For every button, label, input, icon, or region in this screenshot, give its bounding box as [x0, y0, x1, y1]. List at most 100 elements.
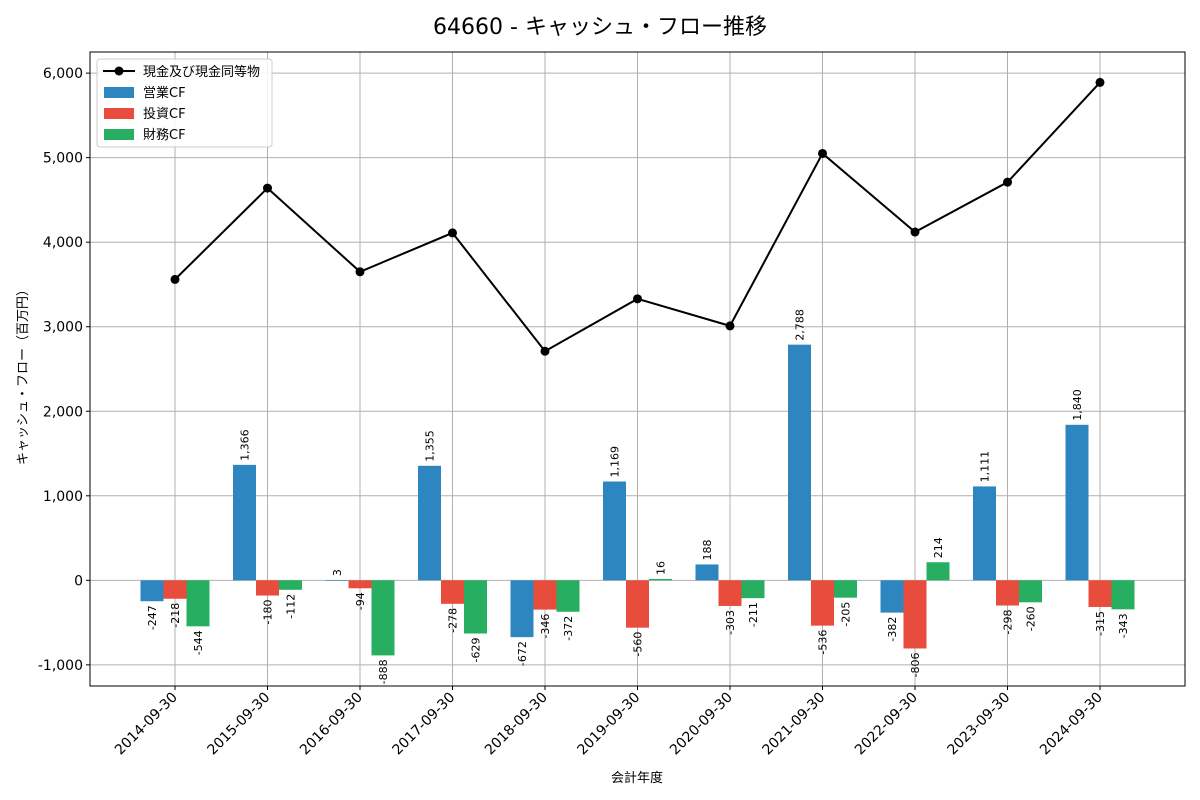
line-point: [725, 321, 735, 331]
data-label: 188: [701, 539, 714, 560]
data-label: 3: [331, 569, 344, 576]
bar-営業CF: [788, 344, 811, 581]
line-point: [540, 346, 550, 356]
bar-投資CF: [533, 580, 557, 610]
line-point: [448, 228, 457, 238]
bar-営業CF: [233, 464, 256, 581]
bar-営業CF: [973, 486, 996, 581]
legend-swatch-marker: [114, 66, 124, 76]
line-point: [818, 148, 827, 158]
y-tick-label: 6,000: [43, 66, 83, 82]
x-tick-label: 2019-09-30: [574, 690, 643, 759]
bar-投資CF: [718, 580, 742, 606]
legend-swatch-財務CF: [104, 129, 134, 140]
data-label: 1,169: [609, 446, 622, 478]
y-tick-label: 1,000: [43, 489, 83, 505]
data-label: -260: [1025, 606, 1038, 631]
bar-投資CF: [348, 580, 372, 589]
bar-財務CF: [649, 578, 672, 581]
bar-営業CF: [695, 564, 719, 581]
legend-swatch-営業CF: [104, 87, 134, 98]
data-label: -672: [516, 641, 529, 666]
labels-layer: -247 1,366 3 1,355 -672 1,169 188 2,788 -382 1,11…: [146, 309, 1130, 684]
bar-営業CF: [880, 580, 904, 613]
bar-財務CF: [834, 580, 857, 598]
line-point: [1003, 177, 1012, 187]
y-tick-label: 0: [74, 573, 83, 589]
bar-投資CF: [626, 580, 649, 628]
bar-財務CF: [186, 580, 210, 627]
x-tick-label: 2023-09-30: [944, 690, 1013, 759]
data-label: -218: [169, 603, 182, 628]
bar-財務CF: [279, 580, 302, 590]
data-label: -544: [192, 630, 205, 655]
data-label: -94: [354, 592, 367, 610]
bar-投資CF: [256, 580, 279, 596]
data-label: 1,366: [239, 429, 252, 461]
data-label: -560: [632, 632, 645, 657]
line-point: [910, 227, 920, 237]
bar-営業CF: [140, 580, 164, 602]
data-label: -536: [817, 630, 830, 655]
x-tick-label: 2014-09-30: [112, 690, 181, 759]
data-label: -112: [285, 594, 298, 619]
line-point: [263, 183, 272, 193]
x-axis-label: 会計年度: [611, 770, 663, 786]
y-axis-label: キャッシュ・フロー（百万円）: [16, 283, 31, 465]
data-label: -247: [146, 605, 159, 630]
bar-営業CF: [325, 580, 349, 581]
bar-投資CF: [441, 580, 464, 604]
data-label: -372: [562, 616, 575, 641]
data-label: -205: [840, 602, 853, 627]
data-label: -303: [724, 610, 737, 635]
line-point: [633, 294, 642, 304]
bar-財務CF: [926, 562, 950, 581]
data-label: -346: [539, 614, 552, 639]
data-label: -211: [747, 602, 760, 627]
x-tick-label: 2018-09-30: [482, 690, 551, 759]
bar-財務CF: [1111, 580, 1135, 610]
x-tick-label: 2017-09-30: [389, 690, 458, 759]
line-point: [355, 267, 365, 277]
bar-営業CF: [1065, 424, 1089, 581]
data-label: 1,840: [1071, 389, 1084, 421]
bar-財務CF: [741, 580, 765, 599]
y-tick-label: 5,000: [43, 151, 83, 167]
bar-投資CF: [996, 580, 1019, 606]
x-tick-label: 2021-09-30: [759, 690, 828, 759]
legend-box: [96, 58, 273, 148]
x-tick-label: 2020-09-30: [667, 690, 736, 759]
data-label: -806: [909, 652, 922, 677]
legend-swatch-投資CF: [104, 108, 134, 119]
data-label: 16: [655, 561, 668, 575]
x-tick-label: 2016-09-30: [297, 690, 366, 759]
x-tick-label: 2022-09-30: [852, 690, 921, 759]
data-label: -315: [1094, 611, 1107, 636]
legend-label: 投資CF: [143, 106, 186, 122]
line-point: [170, 274, 180, 284]
data-label: -629: [470, 638, 483, 663]
bar-営業CF: [603, 481, 626, 581]
data-label: -888: [377, 659, 390, 684]
data-label: -343: [1117, 613, 1130, 638]
data-label: -278: [447, 608, 460, 633]
data-label: 214: [932, 537, 945, 558]
x-tick-label: 2015-09-30: [204, 690, 273, 759]
chart-title: 64660 - キャッシュ・フロー推移: [433, 15, 767, 40]
bar-投資CF: [1088, 580, 1112, 607]
legend-label: 営業CF: [143, 85, 186, 101]
y-tick-label: 3,000: [43, 320, 83, 336]
bar-財務CF: [556, 580, 580, 612]
line-layer: [170, 77, 1105, 356]
bar-営業CF: [418, 465, 441, 581]
bar-投資CF: [903, 580, 927, 649]
y-tick-label: 4,000: [43, 235, 83, 251]
bar-営業CF: [510, 580, 534, 638]
y-tick-label: -1,000: [38, 658, 83, 674]
legend-label: 財務CF: [143, 128, 186, 143]
y-tick-label: 2,000: [43, 404, 83, 420]
bars-layer: [140, 344, 1135, 656]
line-point: [1095, 77, 1105, 87]
bar-投資CF: [163, 580, 187, 599]
